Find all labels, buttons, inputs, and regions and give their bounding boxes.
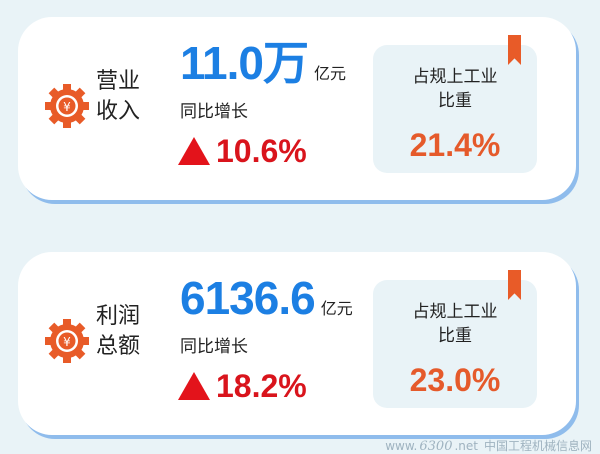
- gear-yuan-icon: ¥: [44, 83, 90, 129]
- yoy-growth: 18.2%: [178, 368, 307, 404]
- share-title: 占规上工业 比重: [373, 300, 537, 348]
- share-box: 占规上工业比重 23.0%: [373, 280, 537, 408]
- watermark-logo: 6300: [419, 439, 453, 454]
- watermark-name: 中国工程机械信息网: [483, 439, 592, 453]
- svg-text:¥: ¥: [63, 335, 71, 349]
- yoy-growth: 10.6%: [178, 133, 307, 169]
- yoy-label: 同比增长: [180, 337, 248, 357]
- share-title-line: 比重: [438, 91, 472, 111]
- share-value: 21.4%: [409, 127, 501, 163]
- label-line: 收入: [96, 99, 141, 124]
- label-line: 总额: [96, 334, 141, 359]
- metric-unit: 亿元: [320, 299, 353, 318]
- label-line: 利润: [96, 304, 141, 329]
- bookmark-icon: [508, 270, 521, 300]
- share-title-line: 占规上工业: [412, 67, 498, 87]
- share-box: 占规上工业比重 21.4%: [373, 45, 537, 173]
- metric-value-row: 6136.6 亿元: [180, 272, 353, 324]
- metric-value: 6136.6: [180, 272, 316, 324]
- share-title-line: 比重: [438, 326, 472, 346]
- gear-yuan-icon: ¥: [44, 318, 90, 364]
- watermark-site: www.: [385, 439, 418, 453]
- label-line: 营业: [96, 69, 141, 94]
- share-title: 占规上工业 比重: [373, 65, 537, 113]
- metric-label: 营业 收入: [96, 67, 146, 127]
- card-revenue: ¥ 营业收入 11.0万 亿元 同比增长 10.6% 占规上工业比重 21.4%: [18, 17, 576, 200]
- share-title-line: 占规上工业: [412, 302, 498, 322]
- share-value: 23.0%: [409, 362, 501, 398]
- metric-label: 利润 总额: [96, 302, 146, 362]
- triangle-up-icon: [178, 372, 210, 400]
- triangle-up-icon: [178, 137, 210, 165]
- card-profit: ¥ 利润总额 6136.6 亿元 同比增长 18.2% 占规上工业比重 23.0…: [18, 252, 576, 435]
- yoy-value: 18.2%: [216, 368, 307, 404]
- yoy-label: 同比增长: [180, 102, 248, 122]
- bookmark-icon: [508, 35, 521, 65]
- watermark-tld: .net: [454, 439, 478, 453]
- metric-value-row: 11.0万 亿元: [180, 37, 346, 89]
- metric-value: 11.0万: [180, 37, 309, 89]
- metric-unit: 亿元: [314, 64, 347, 83]
- watermark: www. 6300 .net 中国工程机械信息网: [385, 439, 592, 454]
- yoy-value: 10.6%: [216, 133, 307, 169]
- svg-text:¥: ¥: [63, 100, 71, 114]
